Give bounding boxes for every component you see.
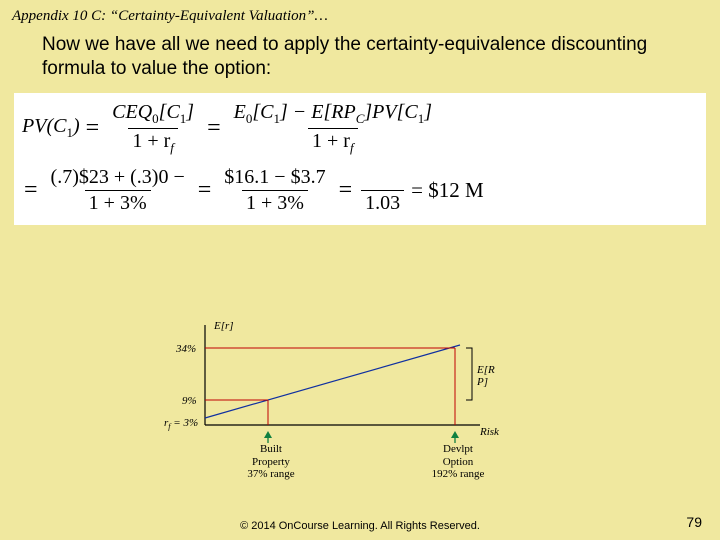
erp-label: E[R <box>476 364 495 376</box>
risk-axis-label: Risk <box>479 426 500 438</box>
formula-row-1: PV(C1) = CEQ0[C1] 1 + rf = E0[C1] − E[RP… <box>22 99 698 158</box>
x-label-built: Built Property 37% range <box>236 443 306 481</box>
erp-label-2: P] <box>476 376 488 388</box>
page-number: 79 <box>686 514 702 530</box>
formula-block: PV(C1) = CEQ0[C1] 1 + rf = E0[C1] − E[RP… <box>14 93 706 225</box>
rf-label: rf = 3% <box>164 417 198 431</box>
formula-row-2: = (.7)$23 + (.3)0 − 1 + 3% = $16.1 − $3.… <box>22 164 698 217</box>
y-tick-9: 9% <box>182 395 197 407</box>
intro-text: Now we have all we need to apply the cer… <box>0 29 720 89</box>
sml-svg: E[r] 34% 9% rf = 3% E[R P] Risk <box>150 315 520 460</box>
copyright-footer: © 2014 OnCourse Learning. All Rights Res… <box>0 520 720 532</box>
y-axis-title: E[r] <box>213 320 234 332</box>
appendix-header: Appendix 10 C: “Certainty-Equivalent Val… <box>0 0 720 29</box>
y-tick-34: 34% <box>175 343 196 355</box>
sml-chart: E[r] 34% 9% rf = 3% E[R P] Risk Built Pr… <box>150 315 520 460</box>
x-label-option: Devlpt Option 192% range <box>420 443 496 481</box>
